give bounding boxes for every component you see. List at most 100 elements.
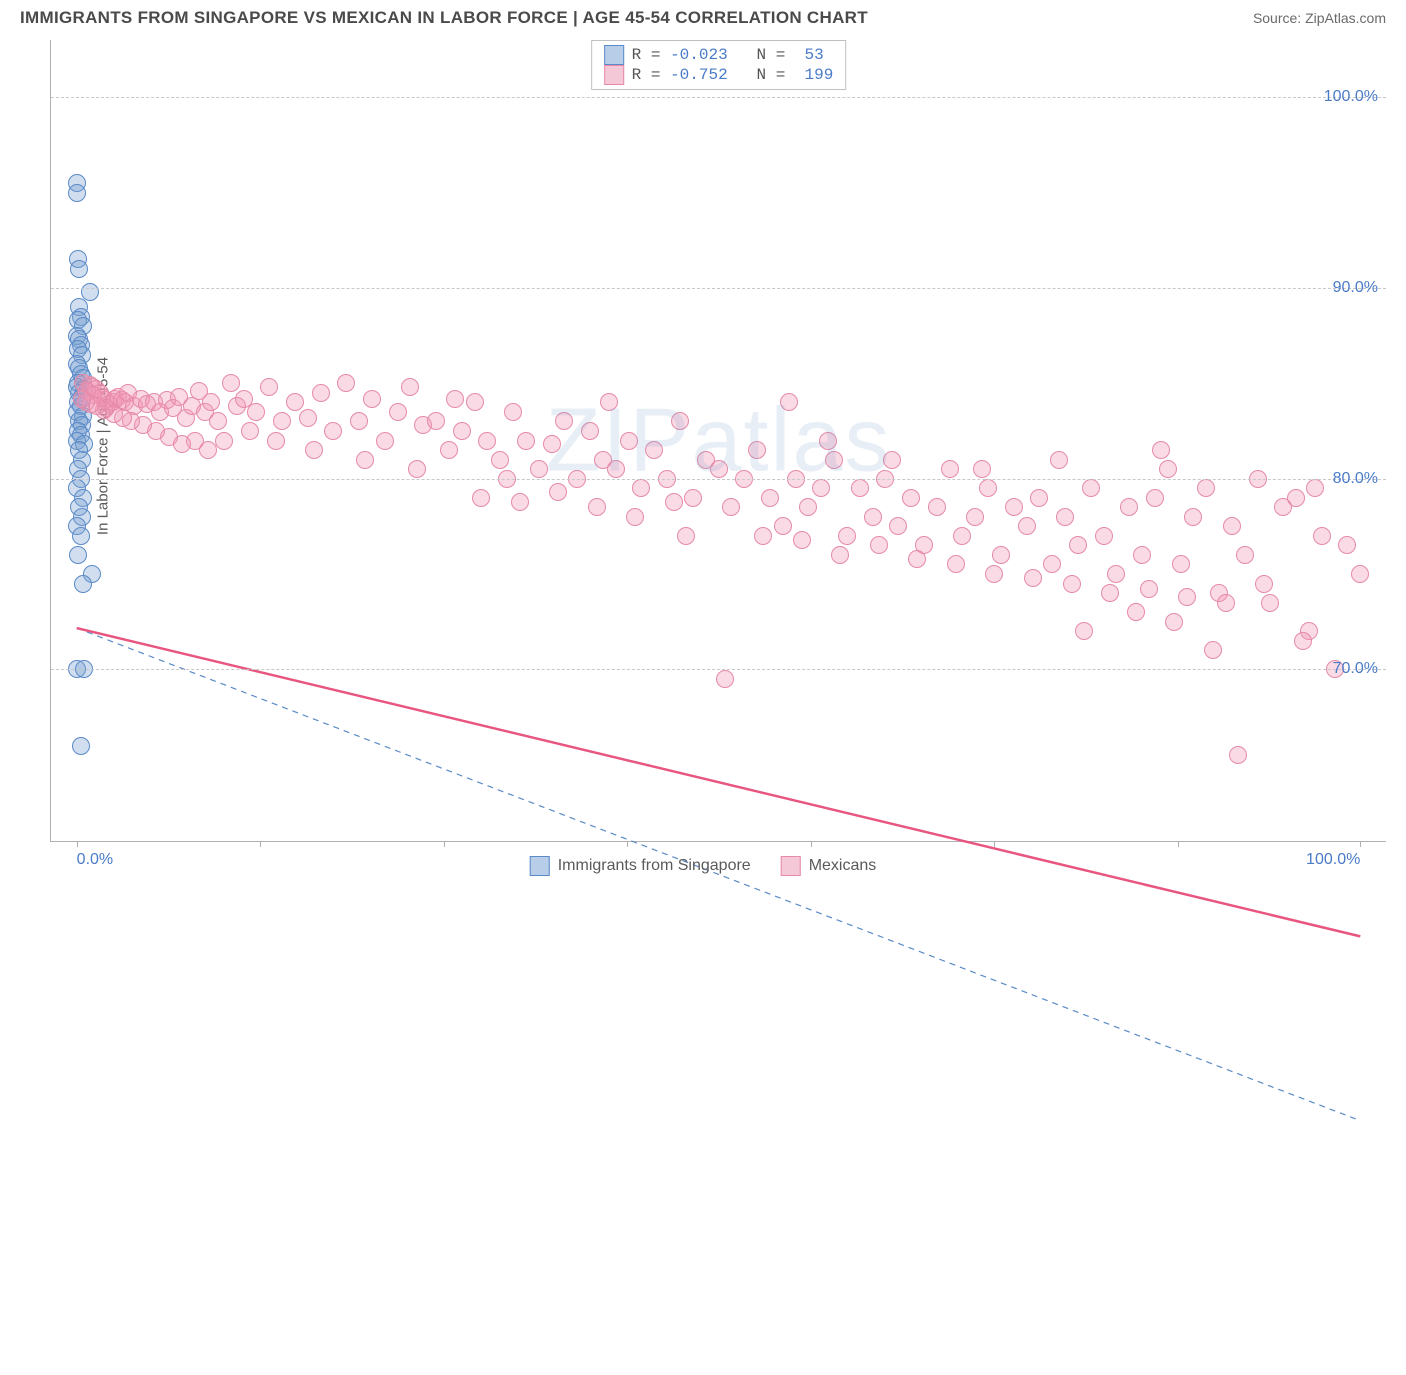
data-point bbox=[632, 479, 650, 497]
data-point bbox=[626, 508, 644, 526]
data-point bbox=[427, 412, 445, 430]
data-point bbox=[1146, 489, 1164, 507]
gridline bbox=[51, 479, 1386, 480]
data-point bbox=[1172, 555, 1190, 573]
y-tick-label: 90.0% bbox=[1333, 279, 1378, 297]
legend-row: R = -0.752 N = 199 bbox=[604, 65, 834, 85]
data-point bbox=[1306, 479, 1324, 497]
data-point bbox=[472, 489, 490, 507]
data-point bbox=[530, 460, 548, 478]
data-point bbox=[408, 460, 426, 478]
data-point bbox=[1140, 580, 1158, 598]
legend-label: Mexicans bbox=[809, 857, 877, 875]
data-point bbox=[992, 546, 1010, 564]
data-point bbox=[202, 393, 220, 411]
data-point bbox=[543, 435, 561, 453]
data-point bbox=[819, 432, 837, 450]
legend-swatch bbox=[530, 856, 550, 876]
x-tick-label: 100.0% bbox=[1306, 851, 1360, 869]
data-point bbox=[1120, 498, 1138, 516]
data-point bbox=[831, 546, 849, 564]
gridline bbox=[51, 288, 1386, 289]
data-point bbox=[1351, 565, 1369, 583]
data-point bbox=[74, 575, 92, 593]
x-tick-label: 0.0% bbox=[77, 851, 113, 869]
data-point bbox=[478, 432, 496, 450]
data-point bbox=[440, 441, 458, 459]
data-point bbox=[1063, 575, 1081, 593]
gridline bbox=[51, 669, 1386, 670]
data-point bbox=[73, 390, 91, 408]
data-point bbox=[1101, 584, 1119, 602]
data-point bbox=[780, 393, 798, 411]
data-point bbox=[72, 527, 90, 545]
data-point bbox=[491, 451, 509, 469]
data-point bbox=[215, 432, 233, 450]
legend-item: Mexicans bbox=[781, 856, 877, 876]
data-point bbox=[799, 498, 817, 516]
data-point bbox=[754, 527, 772, 545]
data-point bbox=[870, 536, 888, 554]
data-point bbox=[947, 555, 965, 573]
x-tick bbox=[1360, 841, 1361, 847]
legend-stats: R = -0.752 N = 199 bbox=[632, 66, 834, 84]
legend-item: Immigrants from Singapore bbox=[530, 856, 751, 876]
data-point bbox=[324, 422, 342, 440]
data-point bbox=[600, 393, 618, 411]
data-point bbox=[517, 432, 535, 450]
data-point bbox=[356, 451, 374, 469]
data-point bbox=[1261, 594, 1279, 612]
data-point bbox=[793, 531, 811, 549]
data-point bbox=[267, 432, 285, 450]
data-point bbox=[72, 737, 90, 755]
data-point bbox=[889, 517, 907, 535]
data-point bbox=[555, 412, 573, 430]
data-point bbox=[222, 374, 240, 392]
plot-area bbox=[51, 40, 1386, 841]
data-point bbox=[1107, 565, 1125, 583]
data-point bbox=[716, 670, 734, 688]
data-point bbox=[645, 441, 663, 459]
data-point bbox=[1018, 517, 1036, 535]
data-point bbox=[1030, 489, 1048, 507]
data-point bbox=[883, 451, 901, 469]
data-point bbox=[581, 422, 599, 440]
y-tick-label: 100.0% bbox=[1324, 88, 1378, 106]
data-point bbox=[1287, 489, 1305, 507]
data-point bbox=[979, 479, 997, 497]
data-point bbox=[1095, 527, 1113, 545]
data-point bbox=[466, 393, 484, 411]
data-point bbox=[511, 493, 529, 511]
data-point bbox=[748, 441, 766, 459]
series-legend: Immigrants from Singapore Mexicans bbox=[530, 856, 877, 876]
data-point bbox=[928, 498, 946, 516]
data-point bbox=[260, 378, 278, 396]
data-point bbox=[966, 508, 984, 526]
legend-label: Immigrants from Singapore bbox=[558, 857, 751, 875]
data-point bbox=[453, 422, 471, 440]
legend-swatch bbox=[604, 45, 624, 65]
data-point bbox=[1024, 569, 1042, 587]
data-point bbox=[825, 451, 843, 469]
x-tick bbox=[627, 841, 628, 847]
data-point bbox=[312, 384, 330, 402]
data-point bbox=[1197, 479, 1215, 497]
data-point bbox=[1313, 527, 1331, 545]
data-point bbox=[1223, 517, 1241, 535]
legend-stats: R = -0.023 N = 53 bbox=[632, 46, 824, 64]
data-point bbox=[68, 184, 86, 202]
data-point bbox=[812, 479, 830, 497]
legend-row: R = -0.023 N = 53 bbox=[604, 45, 834, 65]
data-point bbox=[851, 479, 869, 497]
data-point bbox=[446, 390, 464, 408]
data-point bbox=[665, 493, 683, 511]
data-point bbox=[549, 483, 567, 501]
data-point bbox=[908, 550, 926, 568]
data-point bbox=[1075, 622, 1093, 640]
data-point bbox=[774, 517, 792, 535]
data-point bbox=[1082, 479, 1100, 497]
data-point bbox=[350, 412, 368, 430]
data-point bbox=[1184, 508, 1202, 526]
legend-swatch bbox=[604, 65, 624, 85]
data-point bbox=[985, 565, 1003, 583]
